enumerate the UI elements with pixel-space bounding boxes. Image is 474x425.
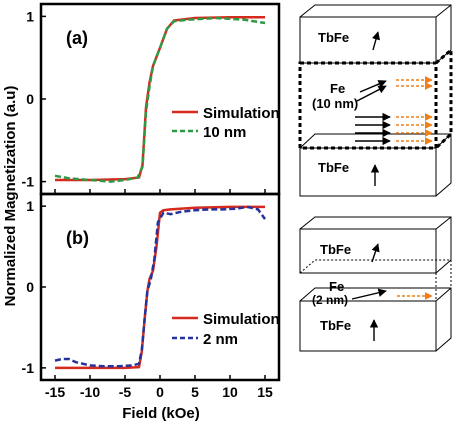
diagram-top-upper-tbfe-label: TbFe (318, 30, 349, 45)
diagram-bottom-fe-arrow (351, 288, 387, 300)
panel-a-lines (54, 15, 266, 183)
panel-a-legend-simulation: Simulation (203, 105, 280, 122)
diagram-top-fe-thickness: (10 nm) (312, 96, 358, 111)
panel-a-y-tick-label: 0 (26, 91, 34, 107)
diagram-top-fe-arrow-2 (356, 85, 387, 102)
diagram-top (298, 4, 453, 197)
panel-b-y-tick-label: 0 (26, 279, 34, 295)
panel-b-y-ticks: 1 0 -1 (22, 198, 46, 376)
panel-b-lines (54, 205, 267, 370)
panel-a-series-10-nm (54, 16, 266, 183)
y-axis-label: Normalized Magnetization (a.u) (2, 86, 19, 307)
panel-b-label: (b) (66, 228, 89, 248)
diagram-top-lower-tbfe-label: TbFe (318, 160, 349, 175)
panel-b-x-ticks: -15 -10 -5 0 5 10 15 (45, 375, 273, 400)
diagram-top-fe-arrow-1 (359, 80, 387, 93)
panel-b-x-tick-label: 15 (257, 384, 273, 400)
x-axis-label: Field (kOe) (122, 405, 200, 422)
panel-b-y-tick-label: 1 (26, 198, 34, 214)
diagram-top-fe-label: Fe (330, 81, 345, 96)
panel-b-x-tick-label: -10 (80, 384, 100, 400)
diagram-bottom-fe-layer (299, 259, 452, 301)
panel-b-x-tick-label: 0 (156, 384, 164, 400)
diagram-top-lower-tbfe-block (299, 133, 452, 197)
panel-b-x-tick-label: -5 (119, 384, 132, 400)
panel-b-legend-sample: 2 nm (203, 331, 238, 348)
diagram-bottom-fe-label: Fe (329, 279, 344, 294)
panel-b-x-tick-label: 5 (191, 384, 199, 400)
panel-a-legend: Simulation 10 nm (172, 105, 280, 141)
panel-b-y-tick-label: -1 (22, 360, 35, 376)
diagram-bottom-upper-spin-arrow (371, 243, 380, 263)
diagram-bottom-lower-tbfe-block (299, 287, 452, 352)
diagram-bottom (299, 216, 452, 352)
panel-b-legend: Simulation 2 nm (172, 311, 280, 348)
diagram-bottom-upper-tbfe-label: TbFe (320, 242, 351, 257)
panel-b-series-2-nm (54, 205, 267, 368)
panel-a-label: (a) (66, 28, 88, 48)
panel-a-y-tick-label: 1 (26, 8, 34, 24)
panel-a-y-tick-label: -1 (22, 174, 35, 190)
panel-a-y-ticks: 1 0 -1 (22, 8, 46, 190)
diagram-bottom-lower-tbfe-label: TbFe (320, 318, 351, 333)
panel-a-plot: 1 0 -1 (a) Simulation 10 nm (22, 2, 281, 196)
panel-b-plot: 10-1 -15 -10 -5 0 5 10 15 (b) Simulation 2 nm (22, 192, 281, 400)
panel-b-x-tick-label: -15 (45, 384, 65, 400)
diagram-top-upper-spin-arrow (371, 31, 381, 51)
diagram-bottom-fe-thickness: (2 nm) (312, 293, 348, 307)
panel-b-x-tick-label: 10 (222, 384, 238, 400)
panel-a-legend-sample: 10 nm (203, 124, 246, 141)
panel-b-legend-simulation: Simulation (203, 311, 280, 328)
